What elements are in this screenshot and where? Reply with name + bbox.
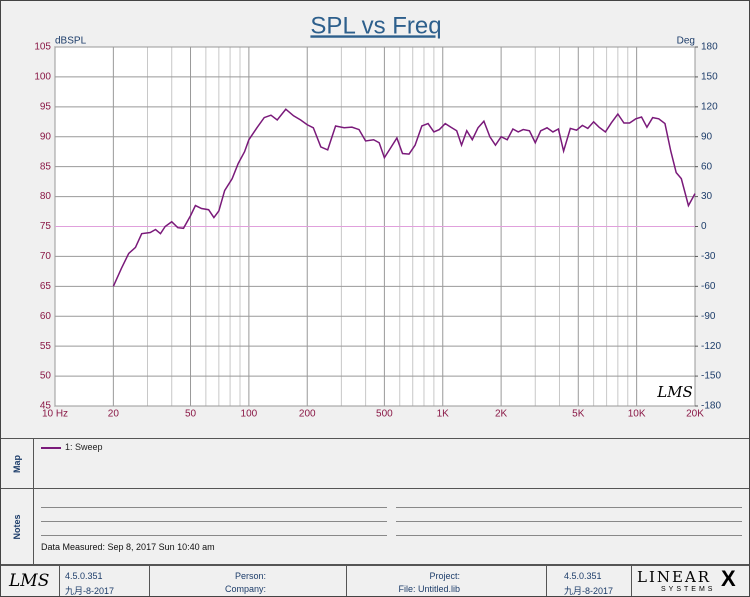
- y-tick-label: 55: [40, 341, 52, 352]
- x-tick-label: 10K: [628, 409, 646, 420]
- chart: SPL vs Freq dBSPL Deg LMS 10 Hz 20 50 100 20…: [34, 12, 721, 420]
- x-tick-label: 100: [241, 409, 258, 420]
- person: Person:: [234, 571, 266, 581]
- notes-side: Notes: [1, 489, 34, 564]
- y2-tick-label: -30: [701, 251, 716, 262]
- y2-tick-label: 120: [701, 101, 718, 112]
- x-tick-label: 500: [376, 409, 393, 420]
- x-tick-label: 10 Hz: [42, 409, 68, 420]
- x-tick-label: 1K: [437, 409, 450, 420]
- y-tick-label: 65: [40, 281, 52, 292]
- x-tick-label: 5K: [572, 409, 585, 420]
- notes-label: Notes: [12, 513, 22, 540]
- y2-tick-label: -120: [701, 341, 721, 352]
- note-line: [41, 535, 387, 536]
- watermark: LMS: [656, 383, 693, 401]
- y2-tick-label: -150: [701, 371, 721, 382]
- footer-logo-cell: LMS: [1, 566, 60, 596]
- x-tick-label: 2K: [495, 409, 508, 420]
- y2-tick-label: -60: [701, 281, 716, 292]
- x-tick-label: 20: [108, 409, 120, 420]
- note-line: [396, 535, 742, 536]
- brand-cell: LINEAR X SYSTEMS: [631, 566, 749, 596]
- y-tick-label: 85: [40, 161, 52, 172]
- brand-x: X: [721, 566, 736, 591]
- company: Company:: [224, 584, 266, 594]
- series-line: [112, 108, 696, 287]
- project-cell: Project: File: Untitled.lib: [346, 566, 547, 596]
- y2-tick-label: 90: [701, 131, 713, 142]
- x-tick-label: 20K: [686, 409, 704, 420]
- y-tick-label: 45: [40, 401, 52, 412]
- y-tick-label: 60: [40, 311, 52, 322]
- footer: LMS 4.5.0.351 九月-8-2017 Person: Company:…: [1, 564, 749, 596]
- y2-tick-label: 180: [701, 42, 718, 53]
- legend-label: 1: Sweep: [65, 442, 103, 452]
- x-tick-label: 200: [299, 409, 316, 420]
- y2-tick-label: -90: [701, 311, 716, 322]
- y2-tick-label: 0: [701, 221, 707, 232]
- y-tick-label: 105: [34, 42, 51, 53]
- note-line: [396, 507, 742, 508]
- y-tick-label: 90: [40, 131, 52, 142]
- version-right: 4.5.0.351: [564, 571, 602, 581]
- person-cell: Person: Company:: [149, 566, 347, 596]
- y2-tick-label: 60: [701, 161, 713, 172]
- map-side: Map: [1, 439, 34, 488]
- y-tick-label: 75: [40, 221, 52, 232]
- note-line: [41, 507, 387, 508]
- y-axis-label: dBSPL: [55, 36, 87, 47]
- map-panel: Map 1: Sweep: [1, 438, 749, 488]
- measured-text: Data Measured: Sep 8, 2017 Sun 10:40 am: [41, 542, 215, 552]
- date: 九月-8-2017: [65, 586, 115, 596]
- y2-tick-label: 150: [701, 72, 718, 83]
- y-tick-label: 100: [34, 72, 51, 83]
- version-right-cell: 4.5.0.351 九月-8-2017: [546, 566, 632, 596]
- project: Project:: [429, 571, 460, 581]
- note-line: [41, 521, 387, 522]
- version-cell: 4.5.0.351 九月-8-2017: [59, 566, 150, 596]
- footer-logo: LMS: [9, 571, 50, 591]
- date-right: 九月-8-2017: [564, 586, 614, 596]
- note-line: [396, 521, 742, 522]
- legend-swatch: [41, 447, 61, 449]
- brand-bottom: SYSTEMS: [661, 586, 716, 593]
- y-tick-label: 50: [40, 371, 52, 382]
- brand-top: LINEAR: [637, 568, 712, 586]
- notes-panel: Notes Data Measured: Sep 8, 2017 Sun 10:…: [1, 488, 749, 564]
- y2-tick-label: 30: [701, 191, 713, 202]
- y-tick-label: 80: [40, 191, 52, 202]
- map-label: Map: [12, 454, 22, 473]
- file: File: Untitled.lib: [398, 584, 460, 594]
- y2-tick-label: -180: [701, 401, 721, 412]
- chart-title: SPL vs Freq: [310, 12, 441, 39]
- y2-axis-label: Deg: [677, 36, 695, 47]
- y-tick-label: 95: [40, 101, 52, 112]
- x-tick-label: 50: [185, 409, 197, 420]
- y-tick-label: 70: [40, 251, 52, 262]
- version: 4.5.0.351: [65, 571, 103, 581]
